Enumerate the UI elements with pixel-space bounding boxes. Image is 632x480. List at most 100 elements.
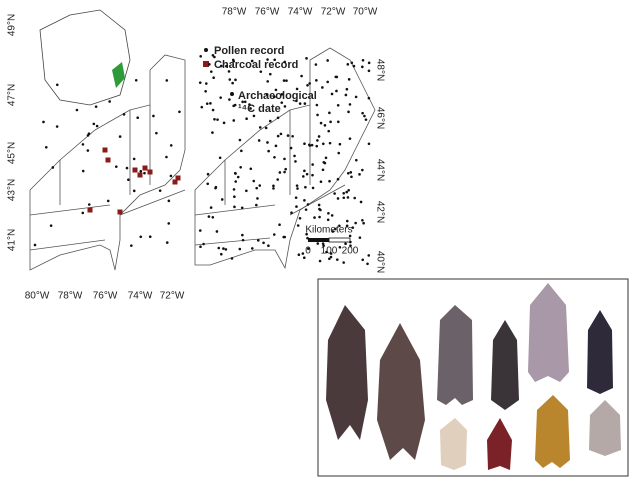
scale-bar [328,237,351,243]
site-dot [282,79,286,82]
site-dot [106,199,110,203]
site-dot [322,239,326,243]
site-dot [212,76,215,80]
site-dot [348,234,352,238]
site-dot [329,120,332,124]
site-dot [165,241,169,244]
site-dot [276,178,280,181]
left-map: Pollen record Charcoal record [29,9,298,271]
site-dot [256,197,259,200]
site-dot [87,203,91,206]
site-dot [361,58,365,62]
site-dot [86,149,90,152]
site-dot [363,114,366,118]
artifact [487,418,512,470]
site-dot [256,239,260,242]
legend-square [203,61,209,67]
site-dot [303,169,306,173]
site-dot [301,175,305,178]
site-dot [338,245,342,249]
artifact [535,395,570,468]
site-dot [272,184,275,188]
site-dot [315,144,319,148]
site-dot [329,252,333,255]
site-dot [266,80,269,83]
site-dot [283,170,286,174]
site-dot [367,61,371,65]
site-dot [317,135,321,138]
site-dot [345,87,349,91]
site-dot [211,54,215,57]
artifact [491,320,519,410]
site-dot [276,116,280,120]
site-dot [295,87,299,91]
site-dot [328,111,331,115]
site-dot [155,131,158,135]
lon-label: 76°W [93,291,118,302]
site-dot [330,92,334,96]
lat-label: 44°N [374,159,385,181]
site-dot [347,188,350,192]
lon-label: 74°W [128,291,153,302]
site-dot [245,189,248,193]
site-dot [327,129,331,133]
site-dot [252,179,256,183]
site-dot [169,144,173,147]
charcoal-site [132,167,138,173]
site-dot [349,244,352,247]
site-dot [305,57,308,60]
site-dot [122,113,126,116]
site-dot [266,58,269,61]
site-dot [291,134,294,138]
site-dot [317,203,321,207]
site-dot [44,145,48,149]
lat-label: 40°N [374,251,385,273]
artifact [437,305,473,405]
site-dot [267,244,270,248]
charcoal-site [105,157,111,163]
site-dot [51,166,55,169]
site-dot [165,155,168,159]
site-dot [136,116,139,120]
site-dot [217,246,221,250]
charcoal-site [117,209,123,215]
site-dot [148,235,152,239]
site-dot [209,102,212,105]
site-dot [336,120,340,124]
inset-study-area [112,62,125,88]
site-dot [305,172,309,176]
site-dot [328,141,332,145]
site-dot [225,64,228,68]
site-dot [367,96,371,100]
lat-label: 45°N [7,142,18,164]
site-dot [219,96,222,99]
site-dot [208,63,211,66]
site-dot [227,70,231,73]
site-dot [307,143,311,147]
site-dot [198,81,202,84]
site-dot [347,110,350,114]
site-dot [319,180,323,184]
site-dot [213,117,216,121]
site-dot [306,247,310,250]
site-dot [234,78,237,82]
site-dot [311,173,314,177]
site-dot [233,171,237,175]
site-dot [132,157,136,161]
photo-panel [317,278,629,477]
site-dot [262,241,265,245]
right-map: Archaeological ¹⁴C date Kilometers 0 100… [194,47,376,270]
site-dot [42,120,45,124]
site-dot [241,238,245,242]
lat-label: 49°N [7,14,18,36]
site-dot [349,171,353,174]
lat-label: 41°N [7,229,18,251]
region-outline [29,54,186,271]
site-dot [323,161,327,165]
site-dot [231,81,234,85]
charcoal-site [137,172,143,178]
site-dot [280,101,284,104]
site-dot [274,144,278,148]
site-dot [351,226,355,229]
site-dot [333,227,337,231]
